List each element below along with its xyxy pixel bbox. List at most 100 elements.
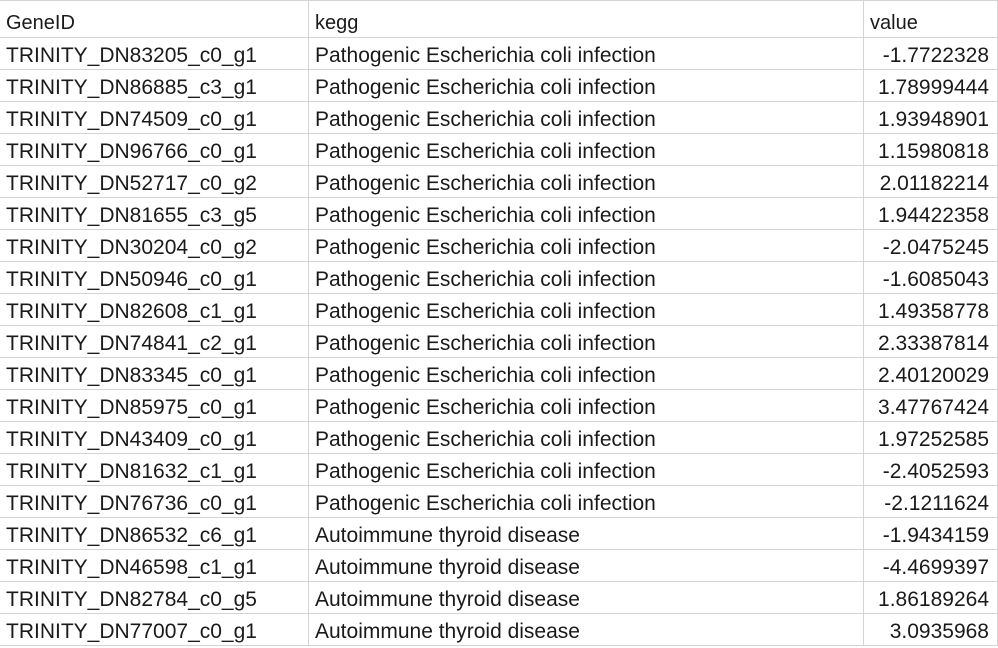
cell-geneid-text: TRINITY_DN82608_c1_g1 [6,300,257,323]
cell-value[interactable]: -1.9434159 [864,518,998,550]
cell-kegg[interactable]: Autoimmune thyroid disease [309,614,864,646]
cell-geneid[interactable]: TRINITY_DN83205_c0_g1 [0,38,309,70]
cell-geneid-text: TRINITY_DN83205_c0_g1 [6,44,257,67]
cell-value[interactable]: 2.01182214 [864,166,998,198]
cell-geneid[interactable]: TRINITY_DN81632_c1_g1 [0,454,309,486]
cell-value-text: -1.9434159 [882,524,989,547]
cell-geneid[interactable]: TRINITY_DN43409_c0_g1 [0,422,309,454]
cell-value-text: 1.93948901 [878,108,989,131]
table-row: TRINITY_DN83205_c0_g1 Pathogenic Escheri… [0,38,998,70]
cell-kegg-text: Pathogenic Escherichia coli infection [315,428,656,451]
cell-geneid[interactable]: TRINITY_DN30204_c0_g2 [0,230,309,262]
cell-geneid-text: TRINITY_DN82784_c0_g5 [6,588,257,611]
header-row: GeneID kegg value [0,0,998,38]
cell-value-text: 3.0935968 [889,620,989,643]
cell-value[interactable]: 1.97252585 [864,422,998,454]
cell-kegg[interactable]: Pathogenic Escherichia coli infection [309,486,864,518]
cell-geneid[interactable]: TRINITY_DN46598_c1_g1 [0,550,309,582]
cell-value[interactable]: 1.15980818 [864,134,998,166]
cell-value[interactable]: 3.47767424 [864,390,998,422]
table-row: TRINITY_DN74509_c0_g1 Pathogenic Escheri… [0,102,998,134]
cell-kegg[interactable]: Pathogenic Escherichia coli infection [309,166,864,198]
cell-geneid[interactable]: TRINITY_DN96766_c0_g1 [0,134,309,166]
cell-kegg[interactable]: Pathogenic Escherichia coli infection [309,390,864,422]
cell-value[interactable]: 2.40120029 [864,358,998,390]
cell-geneid-text: TRINITY_DN76736_c0_g1 [6,492,257,515]
cell-value[interactable]: 1.49358778 [864,294,998,326]
header-cell-geneid[interactable]: GeneID [0,0,309,38]
cell-geneid[interactable]: TRINITY_DN76736_c0_g1 [0,486,309,518]
cell-geneid[interactable]: TRINITY_DN81655_c3_g5 [0,198,309,230]
cell-kegg-text: Pathogenic Escherichia coli infection [315,236,656,259]
cell-value[interactable]: -1.6085043 [864,262,998,294]
cell-kegg[interactable]: Autoimmune thyroid disease [309,582,864,614]
table-row: TRINITY_DN52717_c0_g2 Pathogenic Escheri… [0,166,998,198]
cell-geneid-text: TRINITY_DN83345_c0_g1 [6,364,257,387]
cell-geneid-text: TRINITY_DN81632_c1_g1 [6,460,257,483]
cell-kegg-text: Pathogenic Escherichia coli infection [315,268,656,291]
cell-kegg-text: Autoimmune thyroid disease [315,556,580,579]
cell-kegg[interactable]: Pathogenic Escherichia coli infection [309,422,864,454]
cell-value[interactable]: 1.86189264 [864,582,998,614]
cell-geneid[interactable]: TRINITY_DN74841_c2_g1 [0,326,309,358]
cell-kegg-text: Autoimmune thyroid disease [315,620,580,643]
cell-geneid[interactable]: TRINITY_DN86885_c3_g1 [0,70,309,102]
cell-value-text: 1.15980818 [878,140,989,163]
cell-value[interactable]: 1.94422358 [864,198,998,230]
table-row: TRINITY_DN83345_c0_g1 Pathogenic Escheri… [0,358,998,390]
table-row: TRINITY_DN50946_c0_g1 Pathogenic Escheri… [0,262,998,294]
cell-kegg-text: Pathogenic Escherichia coli infection [315,44,656,67]
cell-geneid[interactable]: TRINITY_DN83345_c0_g1 [0,358,309,390]
cell-kegg[interactable]: Pathogenic Escherichia coli infection [309,38,864,70]
cell-kegg[interactable]: Pathogenic Escherichia coli infection [309,230,864,262]
table-row: TRINITY_DN81632_c1_g1 Pathogenic Escheri… [0,454,998,486]
cell-geneid[interactable]: TRINITY_DN74509_c0_g1 [0,102,309,134]
table-row: TRINITY_DN74841_c2_g1 Pathogenic Escheri… [0,326,998,358]
cell-kegg[interactable]: Pathogenic Escherichia coli infection [309,70,864,102]
header-cell-value[interactable]: value [864,0,998,38]
cell-kegg[interactable]: Pathogenic Escherichia coli infection [309,326,864,358]
cell-kegg-text: Autoimmune thyroid disease [315,524,580,547]
cell-geneid[interactable]: TRINITY_DN86532_c6_g1 [0,518,309,550]
cell-value[interactable]: 1.93948901 [864,102,998,134]
cell-value[interactable]: 1.78999444 [864,70,998,102]
cell-geneid-text: TRINITY_DN30204_c0_g2 [6,236,257,259]
cell-kegg[interactable]: Pathogenic Escherichia coli infection [309,294,864,326]
cell-value-text: -1.7722328 [882,44,989,67]
cell-value[interactable]: -2.0475245 [864,230,998,262]
cell-value-text: 2.01182214 [879,172,989,195]
cell-value-text: -2.1211624 [884,492,989,515]
cell-kegg-text: Pathogenic Escherichia coli infection [315,460,656,483]
cell-value[interactable]: 2.33387814 [864,326,998,358]
cell-kegg[interactable]: Pathogenic Escherichia coli infection [309,102,864,134]
cell-geneid[interactable]: TRINITY_DN52717_c0_g2 [0,166,309,198]
cell-geneid[interactable]: TRINITY_DN50946_c0_g1 [0,262,309,294]
cell-kegg[interactable]: Pathogenic Escherichia coli infection [309,198,864,230]
cell-value[interactable]: -4.4699397 [864,550,998,582]
cell-value[interactable]: -1.7722328 [864,38,998,70]
cell-kegg-text: Pathogenic Escherichia coli infection [315,396,656,419]
header-cell-kegg[interactable]: kegg [309,0,864,38]
cell-kegg[interactable]: Pathogenic Escherichia coli infection [309,262,864,294]
cell-geneid-text: TRINITY_DN52717_c0_g2 [6,172,257,195]
cell-kegg[interactable]: Autoimmune thyroid disease [309,550,864,582]
cell-geneid[interactable]: TRINITY_DN77007_c0_g1 [0,614,309,646]
table-row: TRINITY_DN43409_c0_g1 Pathogenic Escheri… [0,422,998,454]
cell-kegg[interactable]: Pathogenic Escherichia coli infection [309,454,864,486]
cell-kegg[interactable]: Pathogenic Escherichia coli infection [309,358,864,390]
cell-kegg[interactable]: Autoimmune thyroid disease [309,518,864,550]
cell-kegg-text: Pathogenic Escherichia coli infection [315,332,656,355]
cell-value-text: -4.4699397 [882,556,989,579]
cell-geneid[interactable]: TRINITY_DN82784_c0_g5 [0,582,309,614]
cell-value-text: 1.94422358 [878,204,989,227]
cell-geneid[interactable]: TRINITY_DN82608_c1_g1 [0,294,309,326]
cell-value[interactable]: -2.4052593 [864,454,998,486]
cell-geneid[interactable]: TRINITY_DN85975_c0_g1 [0,390,309,422]
cell-kegg[interactable]: Pathogenic Escherichia coli infection [309,134,864,166]
cell-kegg-text: Pathogenic Escherichia coli infection [315,140,656,163]
cell-value[interactable]: 3.0935968 [864,614,998,646]
cell-value[interactable]: -2.1211624 [864,486,998,518]
grid-top-border [0,0,998,1]
header-label-geneid: GeneID [6,12,75,34]
